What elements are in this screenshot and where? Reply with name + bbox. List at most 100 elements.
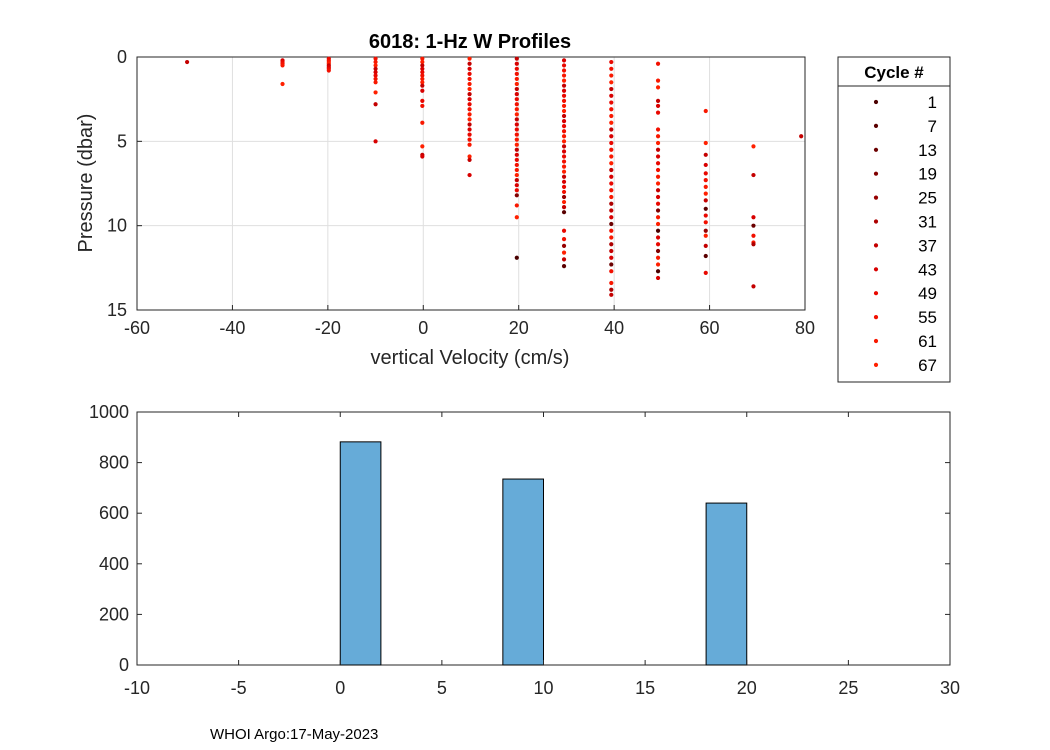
scatter-point	[609, 262, 614, 267]
bar-x-tick-label: 10	[533, 678, 553, 698]
scatter-point	[561, 118, 567, 124]
scatter-plot: -60 -40 -20 0 20 40 60 80 0 5 10 15 6018: 1-Hz W Pr…	[75, 31, 815, 369]
scatter-point	[514, 97, 519, 102]
scatter-point	[467, 86, 472, 92]
scatter-point	[703, 233, 708, 238]
scatter-y-axis-label: Pressure (dbar)	[75, 114, 97, 253]
scatter-point	[561, 83, 567, 88]
scatter-point	[609, 127, 614, 132]
legend-entry-label: 19	[918, 165, 937, 184]
scatter-point	[561, 179, 567, 184]
legend-marker	[873, 267, 879, 272]
scatter-point	[751, 233, 756, 238]
scatter-point	[561, 73, 567, 78]
scatter-point	[751, 284, 756, 289]
scatter-point	[655, 215, 661, 220]
scatter-point	[609, 292, 614, 297]
scatter-point	[609, 86, 614, 92]
scatter-point	[420, 83, 425, 88]
scatter-point	[609, 174, 614, 179]
scatter-point	[655, 154, 661, 159]
scatter-y-tick-label: 5	[117, 131, 127, 151]
scatter-point	[609, 248, 614, 254]
scatter-point	[373, 70, 378, 75]
scatter-point	[655, 262, 661, 267]
scatter-point	[420, 63, 425, 68]
scatter-point	[561, 139, 567, 144]
scatter-point	[373, 56, 378, 61]
scatter-point	[467, 107, 472, 112]
scatter-point	[280, 63, 285, 68]
scatter-point	[609, 107, 614, 112]
scatter-point	[703, 162, 708, 168]
scatter-point	[514, 167, 519, 173]
legend-entries: 1 7 13 19 25 31 37 43 49 55 61 67	[873, 93, 937, 375]
scatter-point	[655, 140, 661, 146]
scatter-point	[561, 134, 567, 139]
scatter-point	[561, 78, 567, 83]
scatter-plot-frame	[136, 56, 806, 311]
scatter-point	[420, 88, 425, 93]
scatter-point	[561, 63, 567, 68]
scatter-point	[655, 174, 661, 179]
scatter-point	[373, 80, 378, 85]
scatter-point	[655, 147, 661, 152]
scatter-point	[655, 255, 661, 260]
scatter-ticks: -60 -40 -20 0 20 40 60 80 0 5 10 15	[107, 47, 815, 338]
scatter-point	[514, 122, 519, 127]
scatter-point	[703, 270, 708, 275]
scatter-point	[609, 235, 614, 240]
scatter-point	[609, 255, 614, 260]
legend-marker	[873, 195, 879, 200]
scatter-point	[799, 134, 804, 139]
scatter-point	[703, 140, 708, 146]
scatter-point	[703, 171, 708, 176]
scatter-point	[420, 66, 425, 71]
scatter-point	[467, 76, 472, 82]
bar-x-tick-label: -10	[124, 678, 150, 698]
scatter-point	[420, 120, 425, 125]
scatter-point	[703, 206, 708, 211]
scatter-point	[420, 70, 425, 75]
legend-entry-label: 55	[918, 308, 937, 327]
legend-entry-label: 13	[918, 141, 937, 160]
bar-y-tick-label: 200	[99, 604, 129, 624]
scatter-point	[561, 108, 567, 114]
scatter-y-tick-label: 15	[107, 300, 127, 320]
scatter-point	[609, 181, 614, 186]
scatter-point	[609, 167, 614, 173]
bar-y-tick-label: 400	[99, 554, 129, 574]
scatter-point	[561, 189, 567, 195]
scatter-point	[420, 73, 425, 78]
scatter-point	[514, 132, 519, 137]
legend-marker	[873, 171, 879, 176]
scatter-point	[655, 228, 661, 233]
scatter-point	[751, 215, 756, 220]
scatter-point	[609, 161, 614, 166]
scatter-point	[609, 269, 614, 274]
bar-x-tick-label: 5	[437, 678, 447, 698]
legend-entry-label: 67	[918, 356, 937, 375]
scatter-point	[655, 269, 661, 274]
scatter-point	[655, 194, 661, 200]
scatter-point	[514, 162, 519, 168]
scatter-x-tick-label: -40	[219, 318, 245, 338]
bar-x-tick-label: 25	[838, 678, 858, 698]
scatter-point	[420, 59, 425, 65]
scatter-point	[514, 157, 519, 162]
scatter-point	[514, 117, 519, 122]
scatter-point	[514, 203, 519, 208]
scatter-point	[609, 215, 614, 220]
scatter-points	[185, 56, 804, 297]
scatter-point	[703, 220, 708, 225]
bar-x-tick-label: 20	[737, 678, 757, 698]
legend-marker	[873, 362, 879, 367]
scatter-point	[420, 76, 425, 82]
scatter-point	[609, 221, 614, 227]
scatter-point	[467, 172, 472, 178]
histogram-bar	[339, 441, 382, 666]
scatter-point	[561, 257, 567, 262]
scatter-point	[609, 147, 614, 152]
scatter-point	[373, 76, 378, 82]
scatter-point	[609, 93, 614, 98]
